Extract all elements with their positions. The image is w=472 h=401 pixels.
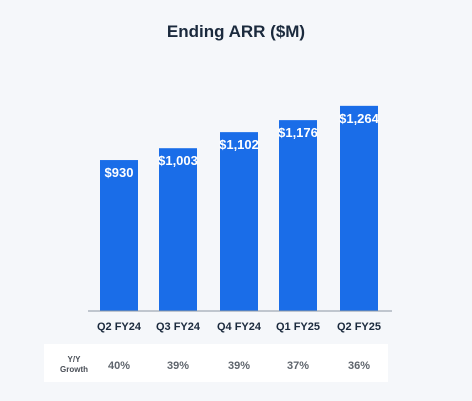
yy-growth-value: 40% <box>107 360 131 372</box>
yy-growth-value: 37% <box>286 360 310 372</box>
yy-growth-row <box>44 344 388 382</box>
data-label: $1,102 <box>219 137 259 152</box>
yy-growth-label: Y/Y Growth <box>52 355 96 375</box>
data-label: $1,264 <box>339 111 380 126</box>
yy-growth-value: 39% <box>227 360 251 372</box>
data-label: $930 <box>105 165 134 180</box>
yy-growth-label-line1: Y/Y <box>67 355 81 364</box>
yy-growth-value: 36% <box>347 360 371 372</box>
bar-q2-fy24 <box>100 160 138 311</box>
data-label: $1,003 <box>158 153 198 168</box>
x-tick-label: Q2 FY25 <box>337 321 381 333</box>
bar-q2-fy25 <box>340 105 378 311</box>
yy-growth-label-line2: Growth <box>60 365 88 374</box>
data-label: $1,176 <box>278 125 318 140</box>
bar-q4-fy24 <box>220 132 258 311</box>
x-tick-label: Q2 FY24 <box>97 321 142 333</box>
bars-group: $930 $1,003 $1,102 $1,176 $1,264 <box>100 105 380 311</box>
chart-title: Ending ARR ($M) <box>166 22 306 41</box>
x-tick-label: Q3 FY24 <box>156 321 201 333</box>
x-tick-label: Q1 FY25 <box>276 321 320 333</box>
yy-growth-value: 39% <box>166 360 190 372</box>
x-tick-label: Q4 FY24 <box>217 321 262 333</box>
bar-q3-fy24 <box>159 148 197 311</box>
bar-q1-fy25 <box>279 120 317 311</box>
x-tick-labels: Q2 FY24 Q3 FY24 Q4 FY24 Q1 FY25 Q2 FY25 <box>97 321 381 333</box>
